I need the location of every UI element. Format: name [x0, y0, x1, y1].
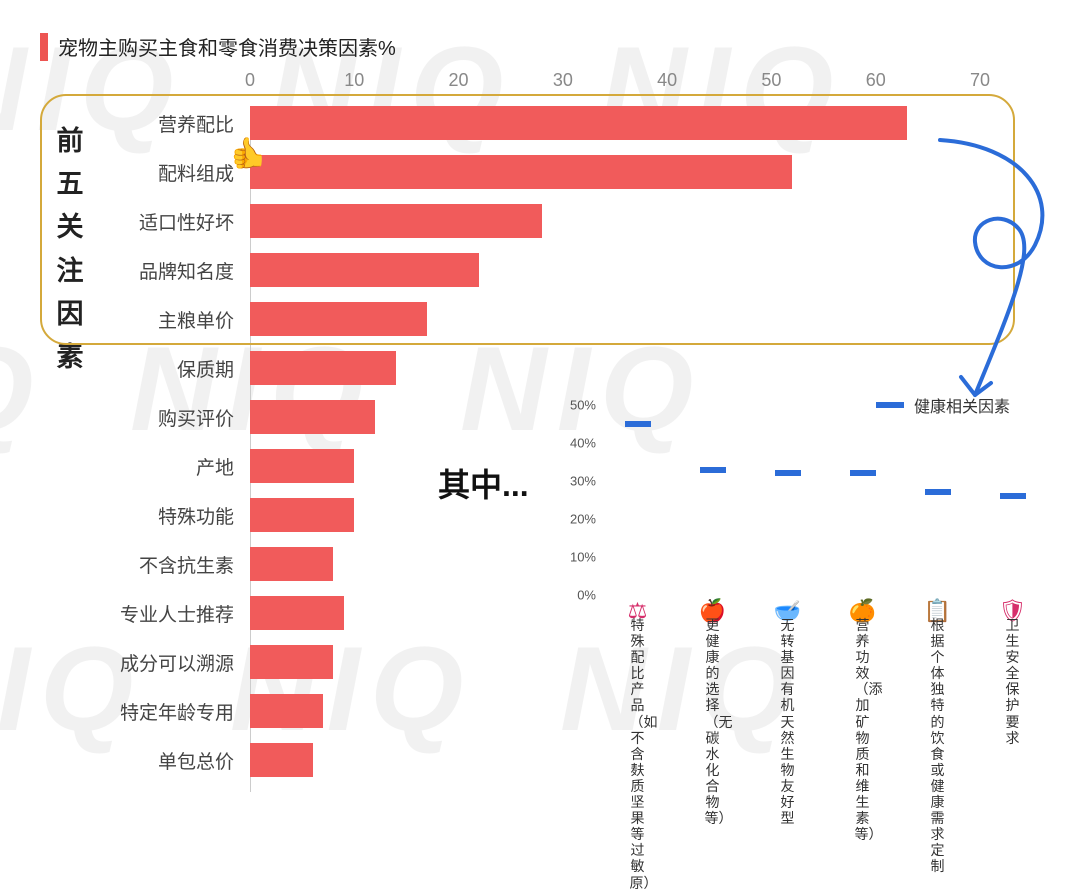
bar: [250, 547, 333, 581]
bar-label: 成分可以溯源: [100, 649, 242, 676]
bar: [250, 645, 333, 679]
bar: [250, 155, 792, 189]
bar: [250, 400, 375, 434]
small-x-label: 卫生 安全 保护要求: [1005, 617, 1021, 746]
bar-row: 保质期: [100, 351, 980, 385]
bar-label: 产地: [100, 453, 242, 480]
x-tick-label: 70: [970, 70, 990, 91]
x-axis: 010203040506070: [250, 70, 980, 100]
small-y-tick: 40%: [570, 436, 600, 451]
x-tick-label: 0: [245, 70, 255, 91]
bar: [250, 596, 344, 630]
bar-label: 专业人士推荐: [100, 600, 242, 627]
small-chart-marker: [1000, 493, 1026, 499]
x-tick-label: 10: [344, 70, 364, 91]
bar: [250, 302, 427, 336]
bar: [250, 204, 542, 238]
small-y-tick: 10%: [570, 550, 600, 565]
small-chart-marker: [625, 421, 651, 427]
x-tick-label: 40: [657, 70, 677, 91]
bar-row: 营养配比: [100, 106, 980, 140]
bar-label: 特殊功能: [100, 502, 242, 529]
bar-label: 不含抗生素: [100, 551, 242, 578]
small-y-tick: 20%: [570, 512, 600, 527]
top5-side-label: 前五关注因素: [56, 120, 84, 379]
small-chart-plot: 0%10%20%30%40%50%⚖🍎🥣🍊📋🛡: [600, 405, 1050, 595]
x-tick-label: 50: [761, 70, 781, 91]
bar: [250, 351, 396, 385]
bar-label: 保质期: [100, 355, 242, 382]
x-tick-label: 60: [866, 70, 886, 91]
small-chart-marker: [700, 467, 726, 473]
small-x-label: 根据个体独特的饮食或健康需求定制: [930, 617, 946, 875]
x-tick-label: 20: [449, 70, 469, 91]
bar-label: 配料组成: [100, 159, 242, 186]
small-x-label: 无转基因 有机 天然 生物友好型: [780, 617, 796, 826]
small-y-tick: 50%: [570, 398, 600, 413]
small-y-tick: 0%: [577, 588, 600, 603]
bar-label: 品牌知名度: [100, 257, 242, 284]
small-x-label: 特殊配比产品（如不含麸质坚果等过敏原）: [630, 617, 646, 891]
small-y-tick: 30%: [570, 474, 600, 489]
health-factors-chart: 健康相关因素 0%10%20%30%40%50%⚖🍎🥣🍊📋🛡 特殊配比产品（如不…: [560, 385, 1060, 765]
curly-arrow-icon: [930, 130, 1080, 420]
bar-row: 主粮单价: [100, 302, 980, 336]
bar: [250, 449, 354, 483]
thumbs-up-icon: 👍: [230, 136, 267, 171]
bar: [250, 253, 479, 287]
bar-row: 适口性好坏: [100, 204, 980, 238]
bar-label: 购买评价: [100, 404, 242, 431]
bar: [250, 106, 907, 140]
small-x-label: 营养功效（添加矿物质和维生素等）: [855, 617, 871, 842]
x-tick-label: 30: [553, 70, 573, 91]
bar-row: 品牌知名度: [100, 253, 980, 287]
bar: [250, 694, 323, 728]
bar: [250, 743, 313, 777]
small-chart-marker: [850, 470, 876, 476]
small-chart-marker: [925, 489, 951, 495]
bar-label: 单包总价: [100, 747, 242, 774]
small-chart-marker: [775, 470, 801, 476]
bar-label: 特定年龄专用: [100, 698, 242, 725]
page-title-row: 宠物主购买主食和零食消费决策因素%: [40, 32, 396, 61]
bar: [250, 498, 354, 532]
bar-label: 主粮单价: [100, 306, 242, 333]
page-title: 宠物主购买主食和零食消费决策因素%: [58, 32, 396, 61]
qizhong-label: 其中...: [438, 460, 529, 506]
bar-label: 适口性好坏: [100, 208, 242, 235]
bar-label: 营养配比: [100, 110, 242, 137]
title-accent-bar: [40, 33, 48, 61]
small-x-label: 更健康的选择（无碳水化合物等）: [705, 617, 721, 826]
